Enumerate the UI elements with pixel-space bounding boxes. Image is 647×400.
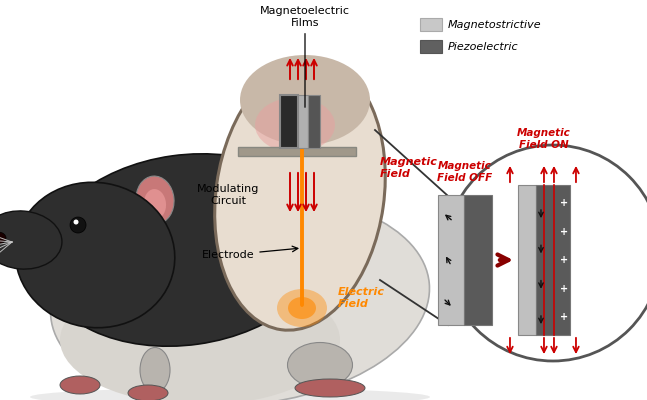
Ellipse shape xyxy=(128,385,168,400)
Ellipse shape xyxy=(255,98,335,152)
Ellipse shape xyxy=(277,289,327,327)
Ellipse shape xyxy=(0,211,62,269)
Text: +: + xyxy=(560,312,568,322)
Text: Magnetoelectric
Films: Magnetoelectric Films xyxy=(260,6,350,107)
Circle shape xyxy=(70,217,86,233)
Bar xyxy=(420,18,442,31)
Text: +: + xyxy=(560,255,568,265)
Ellipse shape xyxy=(41,154,329,346)
Ellipse shape xyxy=(288,297,316,319)
Text: Magnetostrictive: Magnetostrictive xyxy=(448,20,542,30)
Bar xyxy=(464,195,492,325)
Ellipse shape xyxy=(16,182,175,328)
Text: Electrode: Electrode xyxy=(202,246,298,260)
Text: Magnetic
Field ON: Magnetic Field ON xyxy=(517,128,571,150)
Ellipse shape xyxy=(144,189,166,219)
Bar xyxy=(518,185,536,335)
Bar xyxy=(298,95,308,148)
Ellipse shape xyxy=(240,55,370,145)
Bar xyxy=(536,185,570,335)
Text: Modulating
Circuit: Modulating Circuit xyxy=(197,184,259,206)
Text: Magnetic
Field: Magnetic Field xyxy=(380,157,438,179)
Text: Piezoelectric: Piezoelectric xyxy=(448,42,519,52)
Ellipse shape xyxy=(215,60,386,330)
Ellipse shape xyxy=(136,176,174,224)
Ellipse shape xyxy=(295,379,365,397)
Text: +: + xyxy=(560,226,568,236)
Ellipse shape xyxy=(50,194,430,400)
Bar xyxy=(280,95,298,148)
Text: Electric
Field: Electric Field xyxy=(338,287,385,309)
Ellipse shape xyxy=(287,342,353,388)
Bar xyxy=(420,40,442,53)
Text: Magnetic
Field OFF: Magnetic Field OFF xyxy=(437,162,492,183)
Bar xyxy=(238,147,356,156)
Ellipse shape xyxy=(0,232,6,244)
Ellipse shape xyxy=(60,376,100,394)
Ellipse shape xyxy=(140,348,170,392)
Ellipse shape xyxy=(30,388,430,400)
Text: +: + xyxy=(560,198,568,208)
Bar xyxy=(438,195,464,325)
Text: +: + xyxy=(560,284,568,294)
Circle shape xyxy=(74,220,78,224)
Ellipse shape xyxy=(60,275,340,400)
Bar xyxy=(308,95,320,148)
Circle shape xyxy=(445,145,647,361)
